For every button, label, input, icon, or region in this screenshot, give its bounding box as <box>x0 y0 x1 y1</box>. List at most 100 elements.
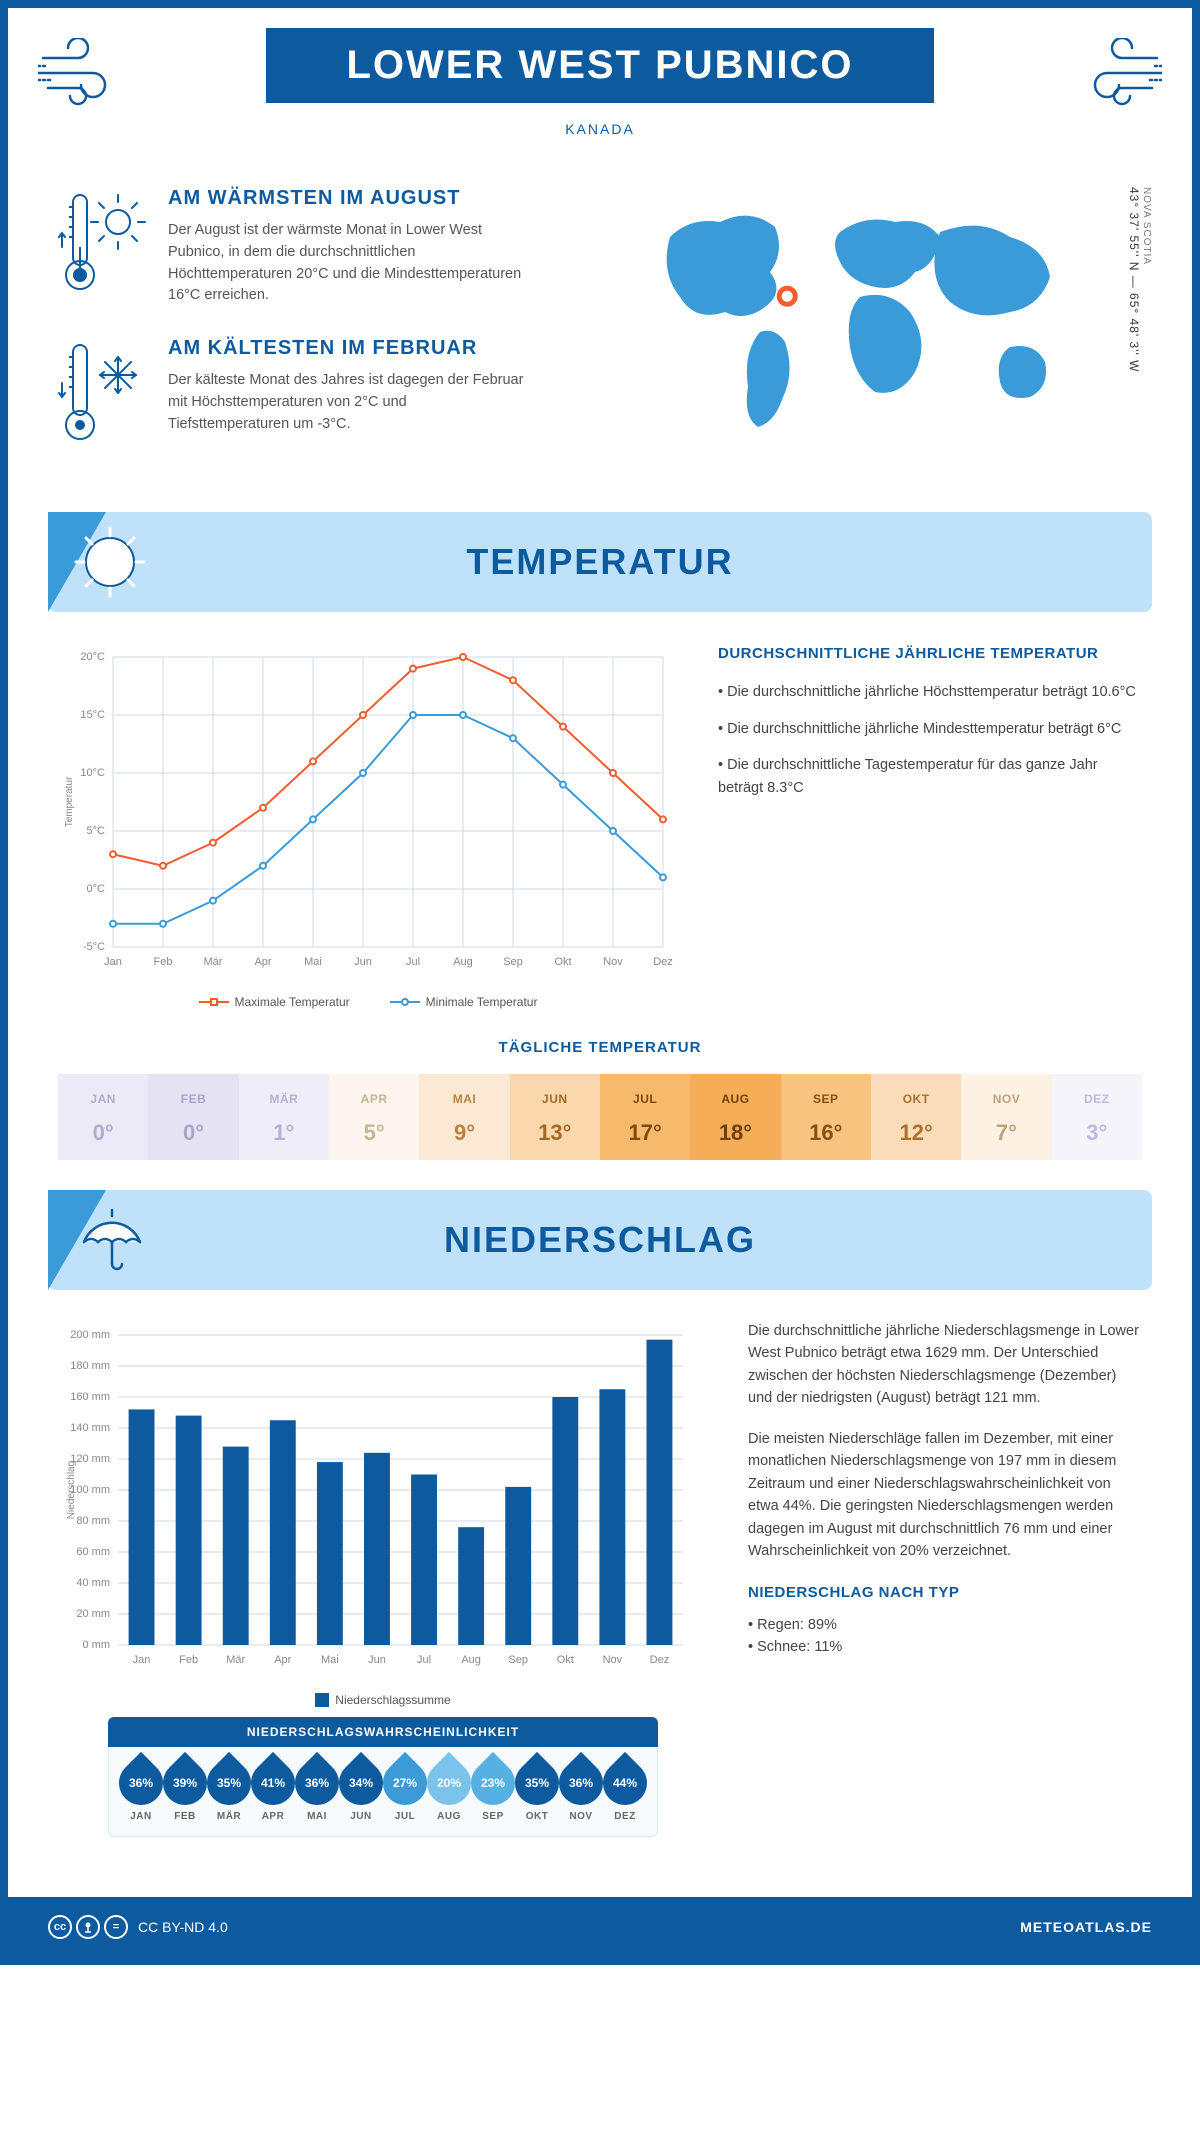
precip-title: NIEDERSCHLAG <box>444 1219 756 1261</box>
world-map-svg <box>640 187 1100 447</box>
prob-drop: 27% JUL <box>383 1761 427 1822</box>
svg-text:15°C: 15°C <box>80 709 105 721</box>
region-label: NOVA SCOTIA <box>1141 187 1152 364</box>
legend-max: Maximale Temperatur <box>199 995 350 1009</box>
precip-p2: Die meisten Niederschläge fallen im Deze… <box>748 1428 1142 1563</box>
coldest-body: Der kälteste Monat des Jahres ist dagege… <box>168 370 528 435</box>
prob-drop: 39% FEB <box>163 1761 207 1822</box>
precip-legend: Niederschlagssumme <box>58 1693 708 1707</box>
page-subtitle: KANADA <box>8 121 1192 137</box>
temperature-section-header: TEMPERATUR <box>48 512 1152 612</box>
prob-drop: 35% MÄR <box>207 1761 251 1822</box>
temperature-chart: -5°C0°C5°C10°C15°C20°CJanFebMärAprMaiJun… <box>58 642 678 1009</box>
daily-temp-cell: SEP 16° <box>781 1074 871 1160</box>
prob-drop: 36% JAN <box>119 1761 163 1822</box>
prob-drop: 41% APR <box>251 1761 295 1822</box>
sun-icon <box>72 524 148 605</box>
svg-text:Jun: Jun <box>368 1654 386 1666</box>
license-label: CC BY-ND 4.0 <box>138 1919 228 1935</box>
info-blocks: AM WÄRMSTEN IM AUGUST Der August ist der… <box>58 187 610 482</box>
drops-row: 36% JAN 39% FEB 35% MÄR 41% APR 36% <box>119 1761 647 1822</box>
svg-text:5°C: 5°C <box>87 825 106 837</box>
precip-chart: 0 mm20 mm40 mm60 mm80 mm100 mm120 mm140 … <box>58 1320 708 1707</box>
daily-temp-cell: JUL 17° <box>600 1074 690 1160</box>
svg-text:Sep: Sep <box>503 956 523 968</box>
cc-icon: cc = <box>48 1915 128 1939</box>
daily-temp-cell: MÄR 1° <box>239 1074 329 1160</box>
svg-text:Feb: Feb <box>179 1654 198 1666</box>
svg-text:200 mm: 200 mm <box>70 1329 110 1341</box>
precip-section-header: NIEDERSCHLAG <box>48 1190 1152 1290</box>
daily-temp-grid: JAN 0° FEB 0° MÄR 1° APR 5° MAI 9° JUN 1… <box>58 1074 1142 1160</box>
site-label: METEOATLAS.DE <box>1020 1919 1152 1935</box>
footer-license: cc = CC BY-ND 4.0 <box>48 1915 228 1939</box>
svg-text:10°C: 10°C <box>80 767 105 779</box>
daily-temp-cell: FEB 0° <box>148 1074 238 1160</box>
temperature-side-text: DURCHSCHNITTLICHE JÄHRLICHE TEMPERATUR D… <box>718 642 1142 1009</box>
location-marker-icon <box>776 285 798 307</box>
precip-p1: Die durchschnittliche jährliche Niedersc… <box>748 1320 1142 1410</box>
temperature-legend: Maximale Temperatur Minimale Temperatur <box>58 995 678 1009</box>
svg-text:Temperatur: Temperatur <box>64 776 75 827</box>
svg-text:60 mm: 60 mm <box>76 1546 110 1558</box>
svg-text:40 mm: 40 mm <box>76 1577 110 1589</box>
svg-text:Apr: Apr <box>274 1654 291 1666</box>
footer: cc = CC BY-ND 4.0 METEOATLAS.DE <box>8 1897 1192 1957</box>
precip-left-column: 0 mm20 mm40 mm60 mm80 mm100 mm120 mm140 … <box>58 1320 708 1867</box>
coldest-text: AM KÄLTESTEN IM FEBRUAR Der kälteste Mon… <box>168 337 528 452</box>
prob-drop: 23% SEP <box>471 1761 515 1822</box>
warmest-heading: AM WÄRMSTEN IM AUGUST <box>168 187 528 210</box>
svg-text:Nov: Nov <box>603 956 623 968</box>
daily-temp-cell: DEZ 3° <box>1052 1074 1142 1160</box>
precip-probability: NIEDERSCHLAGSWAHRSCHEINLICHKEIT 36% JAN … <box>108 1717 658 1837</box>
temp-bullet: Die durchschnittliche jährliche Mindestt… <box>718 718 1142 740</box>
precip-text: Die durchschnittliche jährliche Niedersc… <box>748 1320 1142 1867</box>
prob-drop: 36% NOV <box>559 1761 603 1822</box>
svg-text:Apr: Apr <box>254 956 271 968</box>
svg-text:140 mm: 140 mm <box>70 1422 110 1434</box>
svg-text:Mai: Mai <box>321 1654 339 1666</box>
legend-min: Minimale Temperatur <box>390 995 538 1009</box>
coord-label: 43° 37' 55'' N — 65° 48' 3'' W <box>1127 187 1141 372</box>
top-info: AM WÄRMSTEN IM AUGUST Der August ist der… <box>8 167 1192 512</box>
prob-drop: 34% JUN <box>339 1761 383 1822</box>
daily-temp-cell: AUG 18° <box>690 1074 780 1160</box>
page-title: LOWER WEST PUBNICO <box>266 28 933 103</box>
svg-text:Aug: Aug <box>461 1654 481 1666</box>
location-coords: NOVA SCOTIA 43° 37' 55'' N — 65° 48' 3''… <box>1127 187 1152 372</box>
svg-text:Jul: Jul <box>417 1654 431 1666</box>
svg-text:20°C: 20°C <box>80 651 105 663</box>
temperature-title: TEMPERATUR <box>466 541 733 583</box>
precip-type-snow: • Schnee: 11% <box>748 1636 1142 1658</box>
temp-side-heading: DURCHSCHNITTLICHE JÄHRLICHE TEMPERATUR <box>718 642 1142 665</box>
umbrella-icon <box>72 1202 148 1283</box>
svg-text:Mai: Mai <box>304 956 322 968</box>
svg-text:Okt: Okt <box>557 1654 574 1666</box>
daily-temp-heading: TÄGLICHE TEMPERATUR <box>58 1039 1142 1056</box>
prob-drop: 44% DEZ <box>603 1761 647 1822</box>
svg-text:Dez: Dez <box>653 956 673 968</box>
svg-text:Niederschlag: Niederschlag <box>66 1461 77 1519</box>
svg-text:Aug: Aug <box>453 956 473 968</box>
svg-text:Jun: Jun <box>354 956 372 968</box>
svg-text:Okt: Okt <box>554 956 571 968</box>
precip-type-heading: NIEDERSCHLAG NACH TYP <box>748 1581 1142 1604</box>
svg-text:Mär: Mär <box>204 956 223 968</box>
daily-temperature: TÄGLICHE TEMPERATUR JAN 0° FEB 0° MÄR 1°… <box>8 1039 1192 1190</box>
svg-text:80 mm: 80 mm <box>76 1515 110 1527</box>
daily-temp-cell: NOV 7° <box>961 1074 1051 1160</box>
svg-text:20 mm: 20 mm <box>76 1608 110 1620</box>
svg-text:Jan: Jan <box>133 1654 151 1666</box>
legend-precip-label: Niederschlagssumme <box>335 1693 450 1707</box>
svg-text:0 mm: 0 mm <box>83 1639 111 1651</box>
page: LOWER WEST PUBNICO KANADA <box>0 0 1200 1965</box>
svg-text:Jan: Jan <box>104 956 122 968</box>
legend-min-label: Minimale Temperatur <box>426 995 538 1009</box>
world-map: NOVA SCOTIA 43° 37' 55'' N — 65° 48' 3''… <box>640 187 1142 482</box>
warmest-text: AM WÄRMSTEN IM AUGUST Der August ist der… <box>168 187 528 307</box>
coldest-heading: AM KÄLTESTEN IM FEBRUAR <box>168 337 528 360</box>
header: LOWER WEST PUBNICO KANADA <box>8 8 1192 167</box>
svg-text:Sep: Sep <box>508 1654 528 1666</box>
legend-precip-sum: Niederschlagssumme <box>315 1693 450 1707</box>
temp-bullet: Die durchschnittliche Tagestemperatur fü… <box>718 754 1142 799</box>
